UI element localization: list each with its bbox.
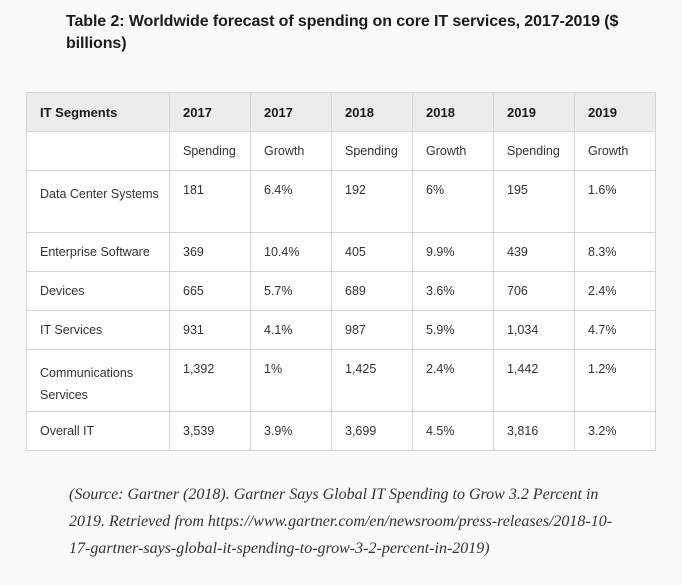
header-it-segments: IT Segments [26,92,170,132]
value-cell: 3.2% [574,411,656,451]
header-2019-growth: 2019 [574,92,656,132]
subheader-cell: Growth [250,131,332,171]
value-cell: 1,425 [331,349,413,412]
value-cell: 181 [169,170,251,233]
value-cell: 1,034 [493,310,575,350]
subheader-row: Spending Growth Spending Growth Spending… [26,131,656,171]
value-cell: 3,816 [493,411,575,451]
segment-cell: Enterprise Software [26,232,170,272]
value-cell: 987 [331,310,413,350]
table-row: Devices 665 5.7% 689 3.6% 706 2.4% [26,271,656,311]
value-cell: 439 [493,232,575,272]
value-cell: 3.6% [412,271,494,311]
segment-cell: Communications Services [26,349,170,412]
value-cell: 3.9% [250,411,332,451]
value-cell: 9.9% [412,232,494,272]
value-cell: 931 [169,310,251,350]
value-cell: 8.3% [574,232,656,272]
value-cell: 689 [331,271,413,311]
subheader-cell: Spending [169,131,251,171]
value-cell: 369 [169,232,251,272]
value-cell: 4.5% [412,411,494,451]
value-cell: 1.2% [574,349,656,412]
value-cell: 1,442 [493,349,575,412]
value-cell: 3,539 [169,411,251,451]
value-cell: 5.9% [412,310,494,350]
value-cell: 3,699 [331,411,413,451]
value-cell: 192 [331,170,413,233]
value-cell: 4.1% [250,310,332,350]
header-2017-spending: 2017 [169,92,251,132]
subheader-cell: Growth [412,131,494,171]
table-row: Communications Services 1,392 1% 1,425 2… [26,349,656,412]
value-cell: 195 [493,170,575,233]
value-cell: 2.4% [574,271,656,311]
value-cell: 5.7% [250,271,332,311]
value-cell: 6% [412,170,494,233]
value-cell: 1.6% [574,170,656,233]
value-cell: 1,392 [169,349,251,412]
value-cell: 706 [493,271,575,311]
header-2018-spending: 2018 [331,92,413,132]
header-2018-growth: 2018 [412,92,494,132]
segment-cell: Overall IT [26,411,170,451]
segment-cell: Data Center Systems [26,170,170,233]
spending-forecast-table: IT Segments 2017 2017 2018 2018 2019 201… [26,92,656,451]
header-2017-growth: 2017 [250,92,332,132]
subheader-cell: Growth [574,131,656,171]
value-cell: 405 [331,232,413,272]
value-cell: 6.4% [250,170,332,233]
table-row: Enterprise Software 369 10.4% 405 9.9% 4… [26,232,656,272]
table-title: Table 2: Worldwide forecast of spending … [66,13,619,52]
header-2019-spending: 2019 [493,92,575,132]
table-row: Data Center Systems 181 6.4% 192 6% 195 … [26,170,656,233]
subheader-cell: Spending [493,131,575,171]
subheader-cell: Spending [331,131,413,171]
value-cell: 1% [250,349,332,412]
value-cell: 10.4% [250,232,332,272]
source-citation: (Source: Gartner (2018). Gartner Says Gl… [69,486,613,557]
subheader-cell [26,131,170,171]
value-cell: 2.4% [412,349,494,412]
segment-cell: IT Services [26,310,170,350]
header-row: IT Segments 2017 2017 2018 2018 2019 201… [26,92,656,132]
segment-cell: Devices [26,271,170,311]
value-cell: 665 [169,271,251,311]
table-row: Overall IT 3,539 3.9% 3,699 4.5% 3,816 3… [26,411,656,451]
value-cell: 4.7% [574,310,656,350]
table-row: IT Services 931 4.1% 987 5.9% 1,034 4.7% [26,310,656,350]
